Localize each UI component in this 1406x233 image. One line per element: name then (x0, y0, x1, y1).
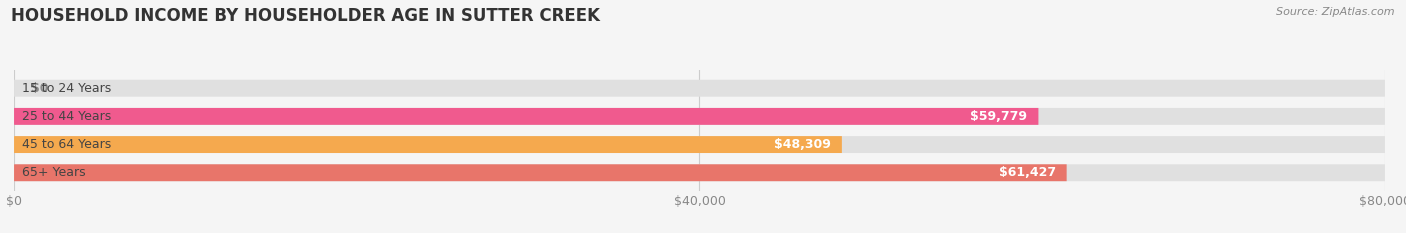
Text: 15 to 24 Years: 15 to 24 Years (22, 82, 111, 95)
Text: $61,427: $61,427 (998, 166, 1056, 179)
FancyBboxPatch shape (14, 136, 842, 153)
Text: 45 to 64 Years: 45 to 64 Years (22, 138, 111, 151)
FancyBboxPatch shape (14, 80, 1385, 97)
FancyBboxPatch shape (14, 164, 1067, 181)
FancyBboxPatch shape (14, 108, 1385, 125)
Text: HOUSEHOLD INCOME BY HOUSEHOLDER AGE IN SUTTER CREEK: HOUSEHOLD INCOME BY HOUSEHOLDER AGE IN S… (11, 7, 600, 25)
Text: $59,779: $59,779 (970, 110, 1028, 123)
FancyBboxPatch shape (14, 164, 1385, 181)
Text: $48,309: $48,309 (775, 138, 831, 151)
Text: $0: $0 (31, 82, 48, 95)
Text: Source: ZipAtlas.com: Source: ZipAtlas.com (1277, 7, 1395, 17)
FancyBboxPatch shape (14, 108, 1039, 125)
Text: 65+ Years: 65+ Years (22, 166, 86, 179)
FancyBboxPatch shape (14, 136, 1385, 153)
Text: 25 to 44 Years: 25 to 44 Years (22, 110, 111, 123)
